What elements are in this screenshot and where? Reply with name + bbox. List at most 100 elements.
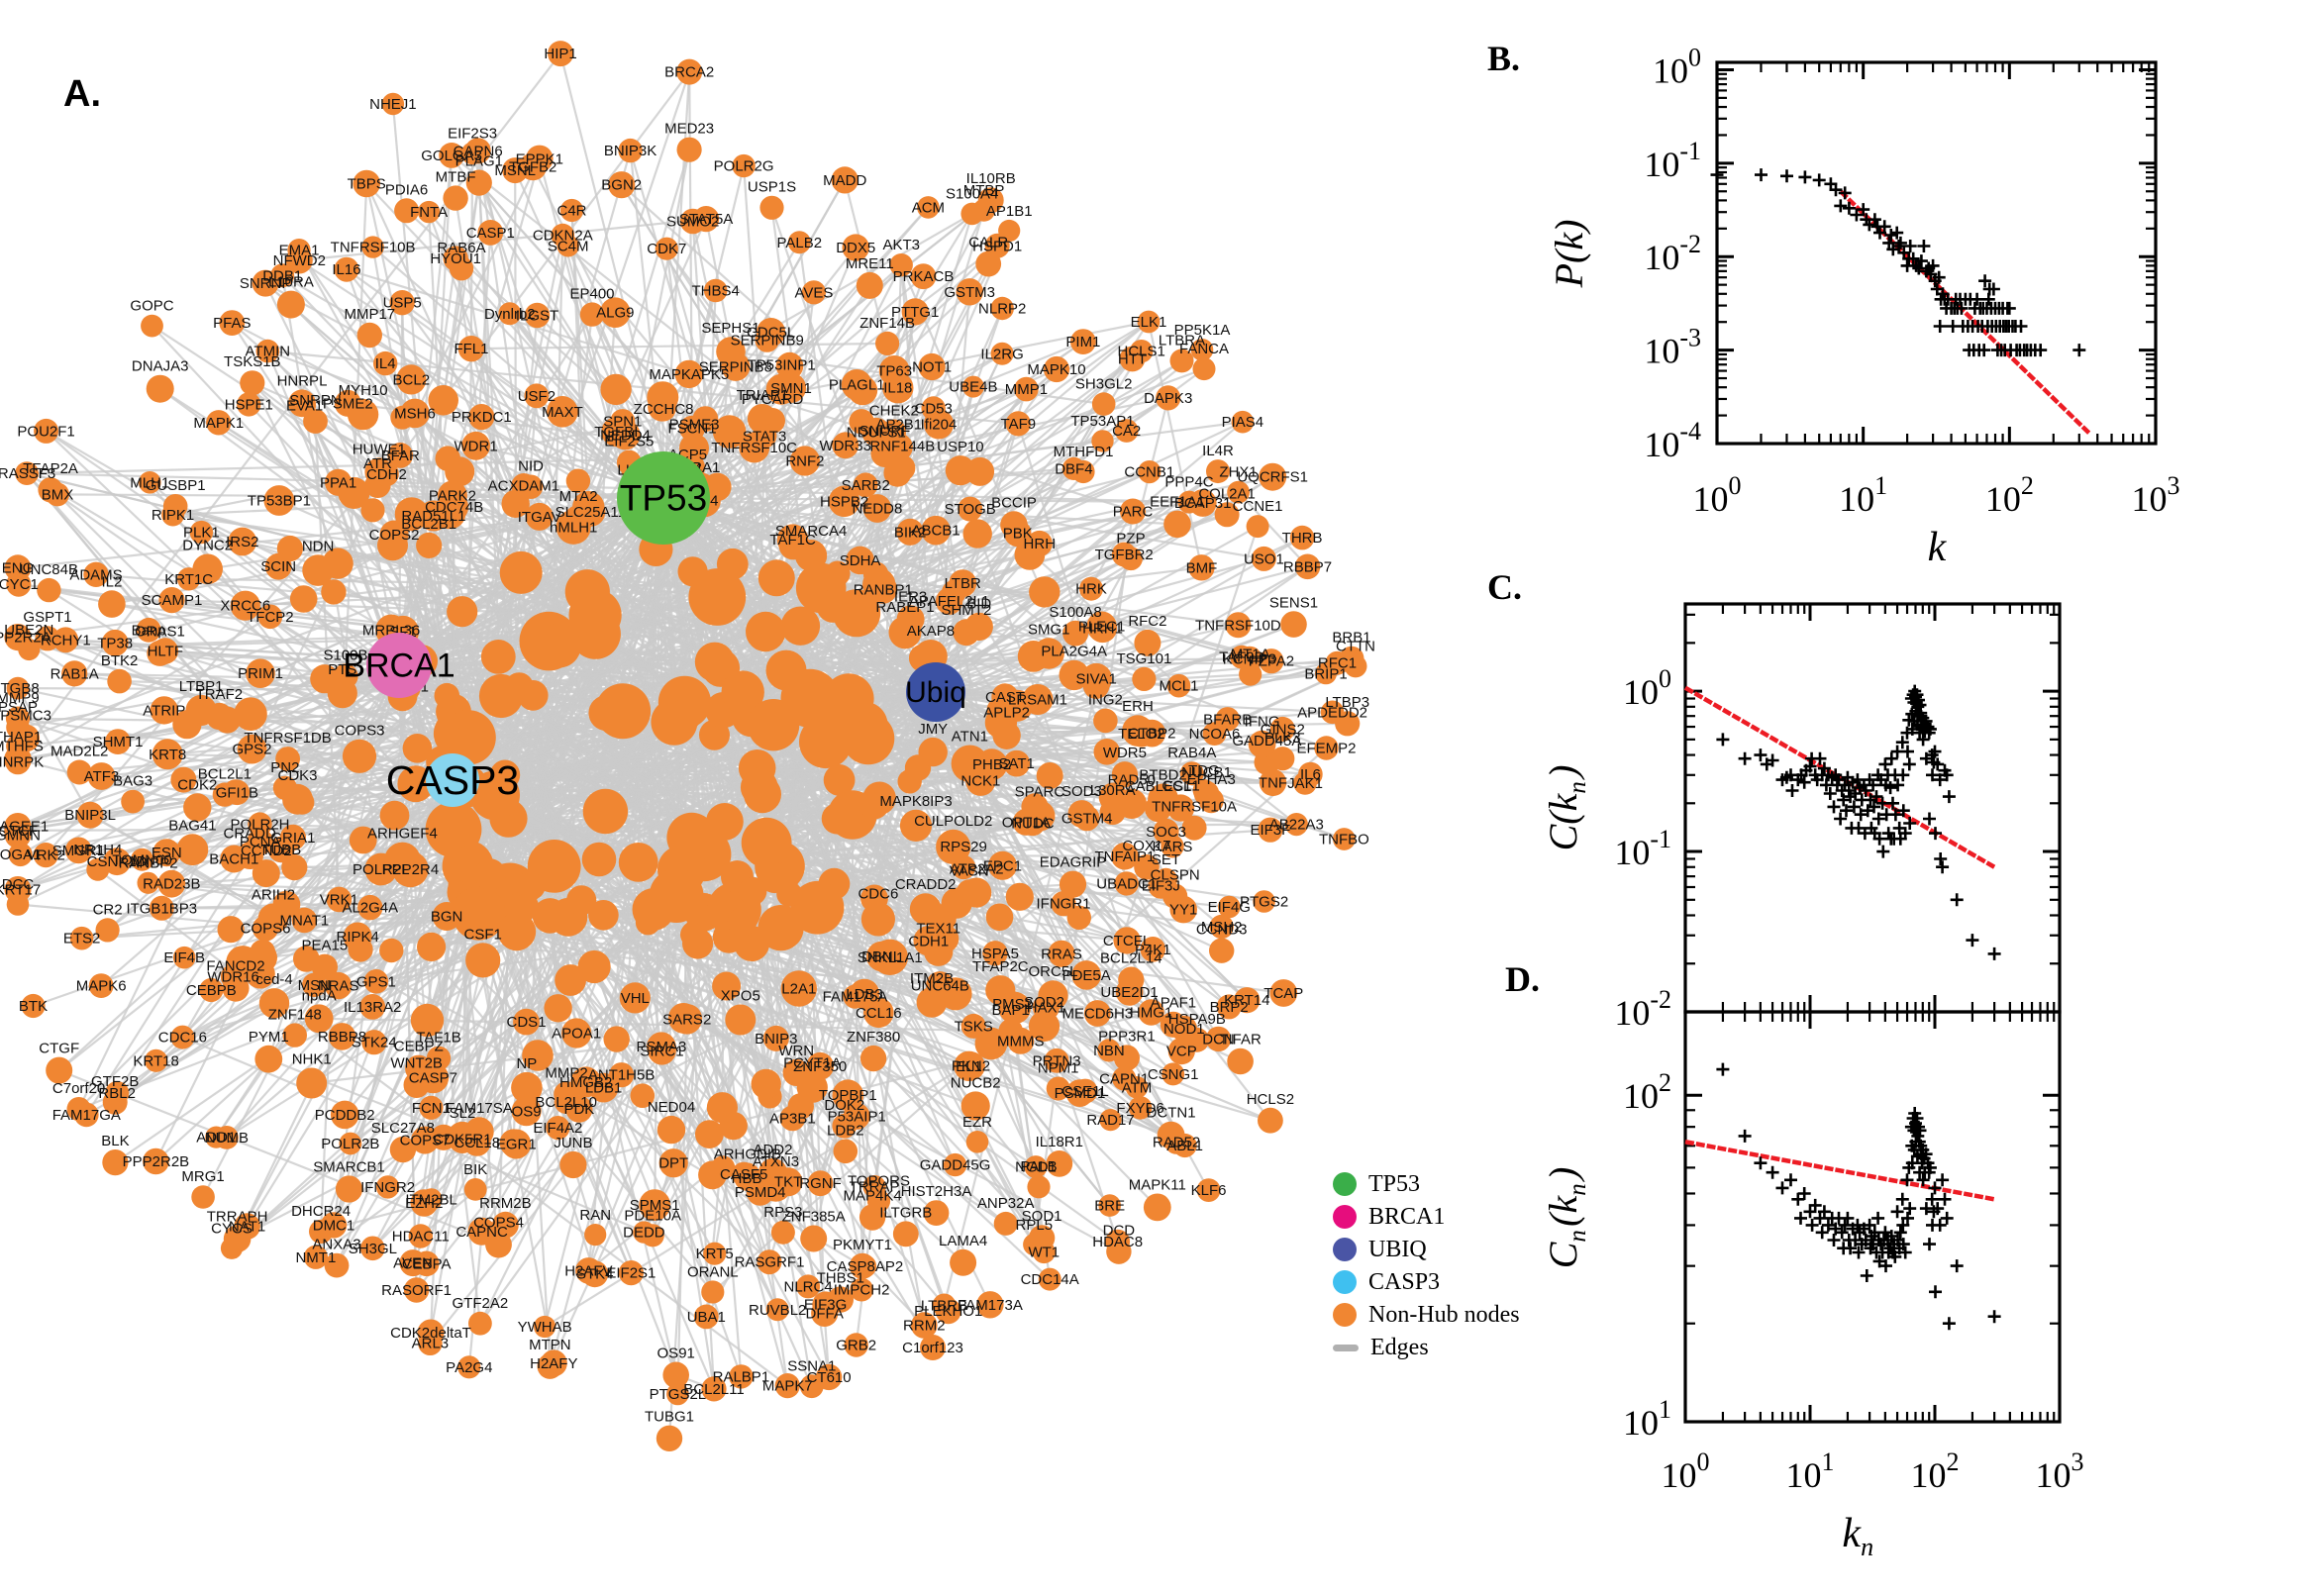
- gene-label: ANXA3: [312, 1237, 360, 1253]
- non-hub-node: [918, 352, 946, 381]
- tick-labels: 100 101 102 103 100 10-1 10-2 10-3 10-4: [1644, 43, 2179, 519]
- non-hub-node: [403, 1277, 430, 1303]
- gene-label: AP1B1: [986, 203, 1033, 220]
- gene-label: TCAP: [1263, 985, 1303, 1002]
- gene-label: TGFBR2: [1095, 547, 1154, 563]
- non-hub-node: [1215, 707, 1240, 732]
- non-hub-node: [774, 1373, 800, 1399]
- gene-label: ATR: [363, 455, 392, 472]
- gene-label: LDB2: [827, 1123, 864, 1140]
- non-hub-node: [935, 587, 963, 615]
- non-hub-node: [237, 734, 267, 764]
- network-node-labels: USF2 CDC6 COPS6 COPS2 COPS3 BCCIP CDK3 CCND2 WDR…: [0, 46, 1375, 1426]
- network-nodes: [4, 41, 1367, 1452]
- non-hub-node: [828, 485, 860, 518]
- gene-label: RUVBL2: [749, 1302, 806, 1319]
- gene-label: MMP2: [545, 1064, 587, 1081]
- non-hub-node: [5, 706, 31, 731]
- non-hub-node: [823, 764, 856, 796]
- non-hub-node: [780, 668, 840, 728]
- non-hub-node: [846, 546, 874, 575]
- gene-label: BNIP3L: [64, 807, 116, 824]
- gene-label: SNKL1A1: [858, 949, 923, 966]
- non-hub-node: [206, 410, 232, 436]
- gene-label: C7orf20: [52, 1080, 105, 1097]
- non-hub-node: [666, 1382, 689, 1406]
- non-hub-node: [559, 1150, 587, 1179]
- non-hub-node: [504, 672, 534, 702]
- gene-label: EPHA3: [1187, 771, 1236, 788]
- gene-label: TAF1C: [769, 532, 816, 549]
- gene-label: CEBPZ: [394, 1039, 444, 1055]
- non-hub-node: [1138, 999, 1164, 1026]
- non-hub-node: [320, 1212, 348, 1239]
- non-hub-node: [1038, 1267, 1061, 1291]
- non-hub-node: [402, 734, 433, 763]
- gene-label: RNF144B: [869, 439, 935, 455]
- non-hub-node: [88, 973, 114, 998]
- non-hub-node: [984, 233, 1010, 258]
- gene-label: NHEJ1: [369, 96, 417, 113]
- gene-label: RANBP1: [854, 581, 913, 598]
- non-hub-node: [237, 392, 261, 417]
- non-hub-node: [901, 298, 929, 326]
- non-hub-node: [1029, 576, 1060, 608]
- edge-swatch-icon: [1333, 1344, 1359, 1351]
- axis-ticks: [1715, 62, 2158, 446]
- gene-label: HMG1: [1130, 1005, 1172, 1022]
- gene-label: DCD: [1103, 1223, 1136, 1240]
- non-hub-node: [741, 817, 792, 868]
- gene-label: PRIM1: [238, 665, 283, 682]
- gene-label: LDB1: [585, 1080, 623, 1097]
- non-hub-node: [1160, 1011, 1186, 1038]
- non-hub-node: [739, 432, 770, 463]
- non-hub-node: [956, 278, 983, 306]
- gene-label: NCOA6: [1189, 726, 1241, 743]
- gene-label: ARL3: [412, 1336, 450, 1352]
- gene-label: TRAF2: [196, 686, 244, 703]
- non-hub-node: [861, 417, 891, 447]
- gene-label: DDX5: [836, 240, 875, 256]
- non-hub-node: [4, 746, 32, 773]
- non-hub-node: [619, 982, 651, 1014]
- gene-label: WDR33: [819, 438, 871, 454]
- gene-label: EFEMP2: [1296, 741, 1356, 757]
- gene-label: VRK2: [27, 848, 65, 864]
- non-hub-node: [731, 1161, 757, 1187]
- gene-label: S100A4: [946, 186, 998, 203]
- gene-label: LAMA4: [939, 1233, 987, 1249]
- gene-label: TELO2: [1118, 726, 1165, 743]
- gene-label: AP3B1: [769, 1110, 816, 1127]
- y-axis-title: P(k): [1547, 220, 1591, 289]
- gene-label: ITM2B: [910, 970, 954, 987]
- gene-label: CCL1: [1162, 777, 1199, 794]
- non-hub-node: [410, 1003, 445, 1038]
- legend-item-ubiq: UBIQ: [1333, 1237, 1520, 1262]
- gene-label: BCL2L11: [683, 1381, 744, 1398]
- non-hub-node: [4, 554, 32, 582]
- non-hub-node: [832, 1113, 858, 1139]
- non-hub-node: [61, 660, 88, 687]
- gene-label: TAF1B: [416, 1030, 461, 1047]
- gene-label: Dynlrb2: [484, 306, 536, 323]
- gene-label: PLK3: [1264, 730, 1301, 747]
- gene-label: FXYD6: [1116, 1100, 1163, 1117]
- non-hub-node: [1214, 502, 1240, 528]
- non-hub-node: [716, 548, 749, 580]
- non-hub-node: [1099, 1109, 1122, 1132]
- non-hub-node: [920, 1335, 946, 1360]
- non-hub-node: [923, 1200, 950, 1226]
- non-hub-node: [46, 482, 69, 507]
- gene-label: CCND3: [1196, 922, 1248, 939]
- non-hub-node: [618, 1260, 645, 1286]
- gene-label: TRRAP: [850, 1179, 900, 1196]
- non-hub-node: [712, 415, 747, 449]
- panel-d-label: D.: [1505, 959, 1540, 999]
- non-hub-node: [502, 157, 529, 184]
- gene-label: TEX11: [916, 921, 960, 938]
- non-hub-node: [910, 263, 937, 290]
- non-hub-node: [518, 474, 544, 499]
- non-hub-node: [960, 1091, 990, 1121]
- gene-label: WNT2B: [390, 1055, 443, 1072]
